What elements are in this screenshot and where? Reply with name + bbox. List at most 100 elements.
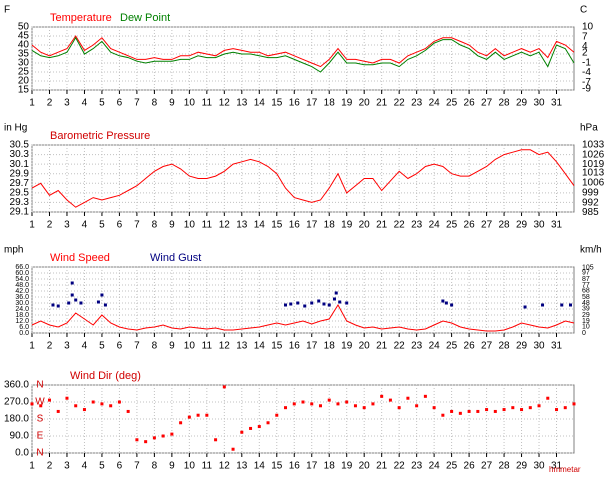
y-tick-label: 0.0 — [15, 448, 29, 459]
x-tick-label: 4 — [82, 341, 88, 352]
data-point — [569, 303, 573, 307]
x-tick-label: 22 — [394, 461, 406, 472]
x-tick-label: 15 — [271, 98, 283, 109]
series-line — [31, 304, 575, 332]
data-point — [67, 301, 71, 305]
data-point — [96, 300, 100, 304]
x-tick-label: 30 — [533, 341, 545, 352]
x-tick-label: 3 — [64, 98, 70, 109]
data-point — [560, 303, 564, 307]
data-point — [523, 305, 527, 309]
y2-tick-label: 87 — [582, 276, 590, 283]
data-point — [79, 301, 83, 305]
data-point — [51, 303, 55, 307]
data-point — [70, 293, 74, 297]
y2-tick-label: -4 — [582, 67, 591, 78]
x-tick-label: 31 — [551, 341, 563, 352]
x-tick-label: 23 — [411, 461, 423, 472]
x-tick-label: 17 — [306, 461, 318, 472]
data-point — [284, 406, 288, 410]
y-tick-label: 36.0 — [15, 294, 29, 301]
x-tick-label: 17 — [306, 98, 318, 109]
data-point — [152, 436, 156, 440]
x-tick-label: 22 — [394, 220, 406, 231]
legend-entry: Wind Gust — [150, 252, 201, 264]
data-point — [257, 425, 261, 429]
data-point — [338, 300, 342, 304]
x-tick-label: 25 — [446, 220, 458, 231]
x-tick-label: 30 — [533, 98, 545, 109]
y2-axis-label: km/h — [580, 245, 602, 256]
data-point — [334, 291, 338, 295]
data-point — [179, 421, 183, 425]
data-point — [91, 400, 95, 404]
y-tick-label: 29.9 — [10, 168, 30, 179]
x-tick-label: 5 — [99, 220, 105, 231]
data-point — [196, 413, 200, 417]
y2-tick-label: 1033 — [582, 139, 605, 150]
x-tick-label: 31 — [551, 220, 563, 231]
x-tick-label: 27 — [481, 341, 493, 352]
y2-tick-label: 10 — [582, 22, 594, 33]
data-point — [415, 404, 419, 408]
data-point — [47, 398, 51, 402]
x-tick-label: 19 — [341, 461, 353, 472]
footer: hmmetar — [549, 465, 581, 474]
y2-tick-label: 1026 — [582, 149, 605, 160]
x-tick-label: 10 — [184, 341, 196, 352]
data-point — [423, 394, 427, 398]
y-tick-label: 6.0 — [19, 324, 29, 331]
data-point — [170, 432, 174, 436]
data-point — [161, 434, 165, 438]
x-tick-label: 21 — [376, 341, 388, 352]
x-tick-label: 23 — [411, 98, 423, 109]
data-point — [30, 402, 34, 406]
x-tick-label: 3 — [64, 461, 70, 472]
data-point — [511, 406, 515, 410]
y2-tick-label: 2 — [582, 48, 588, 59]
data-point — [135, 438, 139, 442]
data-point — [467, 409, 471, 413]
y-tick-label: 35 — [18, 49, 30, 60]
x-tick-label: 15 — [271, 341, 283, 352]
y2-tick-label: 10 — [582, 324, 590, 331]
x-tick-label: 13 — [236, 220, 248, 231]
x-tick-label: 18 — [324, 341, 336, 352]
x-tick-label: 5 — [99, 98, 105, 109]
x-tick-label: 1 — [29, 98, 35, 109]
data-point — [362, 406, 366, 410]
x-tick-label: 7 — [134, 461, 140, 472]
y-tick-label: 0.0 — [19, 330, 29, 337]
y2-tick-label: 97 — [582, 270, 590, 277]
data-point — [546, 396, 550, 400]
x-tick-label: 12 — [219, 461, 231, 472]
x-tick-label: 29 — [516, 341, 528, 352]
x-tick-label: 6 — [117, 220, 123, 231]
x-tick-label: 8 — [152, 98, 158, 109]
data-point — [336, 402, 340, 406]
data-point — [450, 409, 454, 413]
data-point — [458, 411, 462, 415]
y-tick-label: 60.0 — [15, 270, 29, 277]
y-axis-label: F — [4, 5, 10, 16]
data-point — [144, 440, 148, 444]
x-tick-label: 24 — [429, 341, 441, 352]
data-point — [240, 430, 244, 434]
data-point — [327, 398, 331, 402]
data-point — [296, 301, 300, 305]
y-tick-label: 12.0 — [15, 318, 29, 325]
x-tick-label: 23 — [411, 341, 423, 352]
y-tick-label: 42.0 — [15, 288, 29, 295]
x-tick-label: 29 — [516, 220, 528, 231]
y2-axis-label: C — [580, 5, 587, 16]
data-point — [70, 281, 74, 285]
x-tick-label: 29 — [516, 461, 528, 472]
data-point — [537, 404, 541, 408]
x-tick-label: 20 — [359, 98, 371, 109]
x-tick-label: 26 — [464, 220, 476, 231]
y2-tick-label: 19 — [582, 318, 590, 325]
data-point — [74, 404, 78, 408]
data-point — [322, 302, 326, 306]
data-point — [345, 301, 349, 305]
